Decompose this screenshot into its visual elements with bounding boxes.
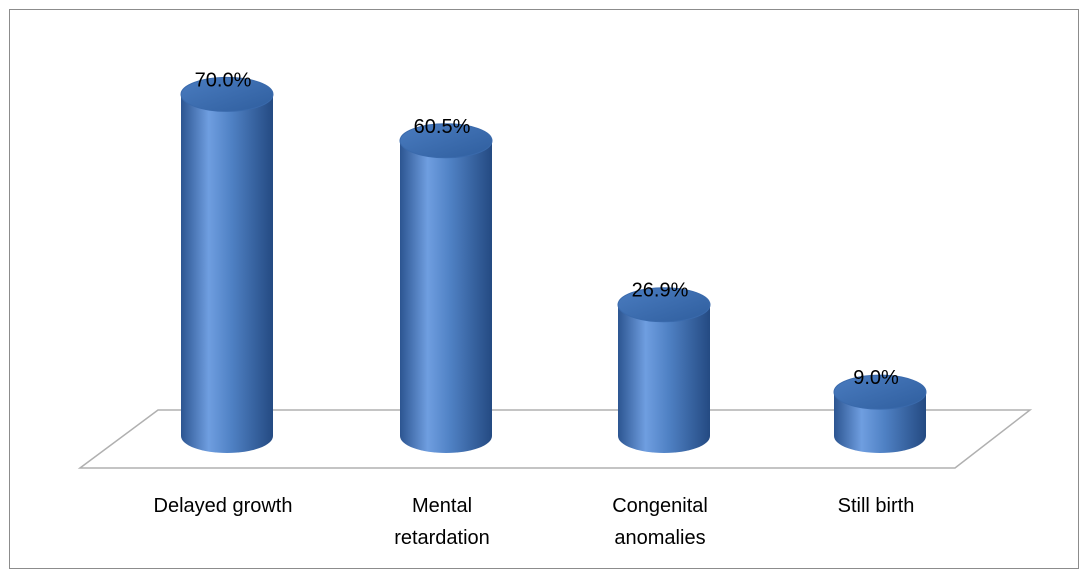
category-label: Still birth [838, 495, 915, 517]
bar-top [399, 123, 493, 159]
chart-floor [77, 409, 1033, 469]
labels-group: 70.0% Delayed growth 60.5% Mental retardatio… [154, 69, 915, 549]
value-label: 70.0% [195, 69, 252, 91]
bars-group [180, 76, 927, 453]
category-label: anomalies [614, 527, 705, 549]
bar-top [180, 76, 274, 112]
value-label: 9.0% [853, 367, 899, 389]
bar-2 [399, 123, 493, 453]
category-label: Delayed growth [154, 495, 293, 517]
bar-body [400, 140, 492, 453]
bar-3 [617, 287, 711, 453]
bar-1 [180, 76, 274, 453]
category-label: Congenital [612, 495, 708, 517]
bar-top [617, 287, 711, 323]
bar-body [181, 94, 273, 453]
category-label: Mental [412, 495, 472, 517]
bar-body [618, 304, 710, 453]
bar-top [833, 374, 927, 410]
bar-4 [833, 374, 927, 453]
value-label: 60.5% [414, 116, 471, 138]
value-label: 26.9% [632, 280, 689, 302]
category-label: retardation [394, 527, 490, 549]
